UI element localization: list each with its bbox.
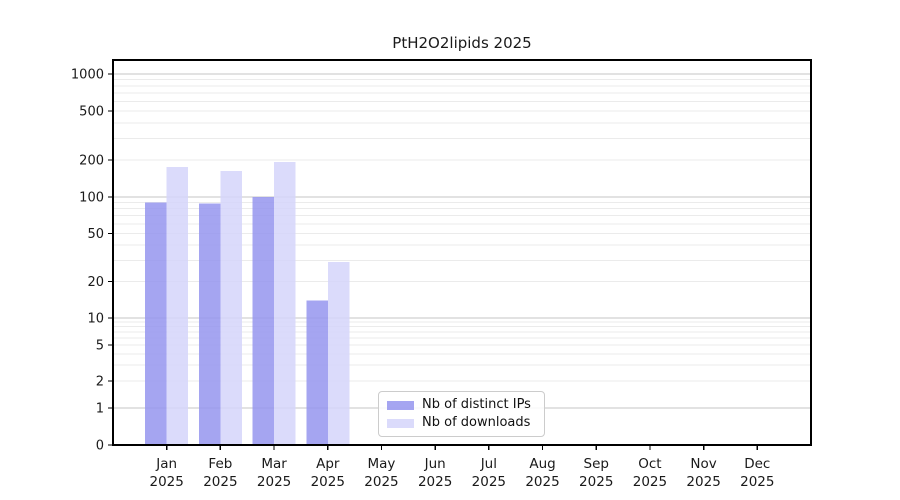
y-tick-label: 20	[87, 275, 104, 290]
legend-swatch-distinct-ips	[387, 400, 414, 410]
bar-downloads-Mar	[274, 161, 296, 445]
bar-downloads-Apr	[327, 262, 350, 445]
x-tick-label-month: Jul	[480, 456, 497, 472]
x-tick-label-year: 2025	[472, 474, 506, 490]
y-tick-label: 10	[87, 312, 104, 327]
x-tick-label-year: 2025	[525, 474, 559, 490]
x-tick-label-year: 2025	[418, 474, 452, 490]
x-tick-label-year: 2025	[203, 474, 237, 490]
x-tick-label-month: Feb	[208, 456, 232, 472]
bar-downloads-Feb	[220, 170, 242, 445]
x-tick-label-year: 2025	[150, 474, 184, 490]
x-tick-label-year: 2025	[686, 474, 720, 490]
y-tick-label: 0	[96, 439, 104, 454]
bar-distinct-ips-Apr	[306, 300, 328, 445]
chart-title: PtH2O2lipids 2025	[392, 34, 532, 52]
y-tick-label: 500	[79, 105, 104, 120]
y-tick-label: 1000	[71, 68, 104, 83]
y-tick-label: 2	[96, 374, 104, 389]
y-tick-label: 1	[96, 402, 104, 417]
x-tick-label-month: Aug	[529, 456, 555, 472]
x-tick-label-month: Jun	[424, 456, 446, 472]
y-tick-label: 100	[79, 191, 104, 206]
legend-label-downloads: Nb of downloads	[422, 415, 531, 430]
x-tick-label-month: Nov	[690, 456, 716, 472]
plot-border	[112, 59, 812, 446]
x-tick-label-year: 2025	[579, 474, 613, 490]
x-tick-label-month: Apr	[316, 456, 340, 472]
x-tick-label-year: 2025	[257, 474, 291, 490]
x-tick-label-month: Jan	[155, 456, 177, 472]
x-tick-label-month: Oct	[638, 456, 661, 472]
y-tick-label: 50	[87, 227, 104, 242]
bar-distinct-ips-Mar	[252, 197, 275, 445]
x-tick-label-year: 2025	[740, 474, 774, 490]
x-tick-label-month: Mar	[261, 456, 287, 472]
bar-distinct-ips-Jan	[145, 202, 167, 445]
x-tick-label-year: 2025	[633, 474, 667, 490]
y-tick-label: 5	[96, 339, 104, 354]
legend-swatch-downloads	[387, 418, 414, 428]
bar-downloads-Jan	[166, 167, 189, 445]
legend-item-downloads: Nb of downloads	[387, 416, 536, 430]
legend-label-distinct-ips: Nb of distinct IPs	[422, 397, 531, 412]
x-tick-label-month: May	[368, 456, 396, 472]
legend-item-distinct-ips: Nb of distinct IPs	[387, 398, 536, 412]
x-tick-label-month: Dec	[744, 456, 770, 472]
x-tick-label-year: 2025	[364, 474, 398, 490]
bar-distinct-ips-Feb	[198, 203, 221, 445]
x-tick-label-month: Sep	[584, 456, 609, 472]
x-tick-label-year: 2025	[311, 474, 345, 490]
legend: Nb of distinct IPs Nb of downloads	[378, 391, 545, 437]
y-tick-label: 200	[79, 153, 104, 168]
